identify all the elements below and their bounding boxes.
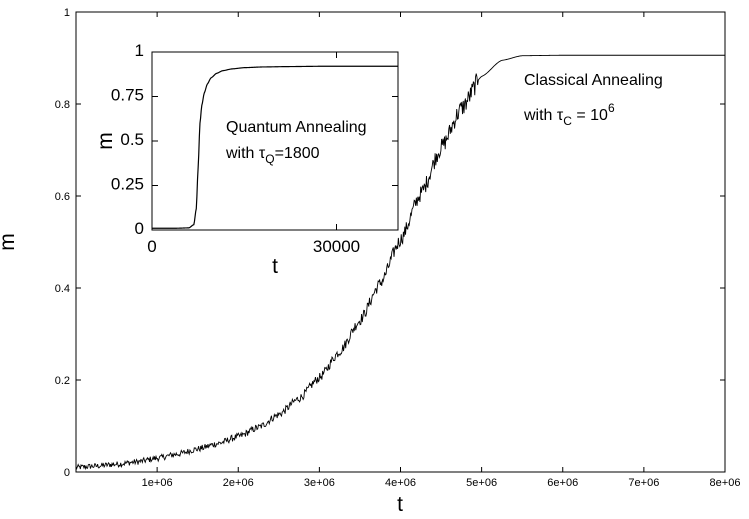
inset-annotation-tau: τ <box>259 145 266 162</box>
inset-y-tick-label: 1 <box>135 41 144 60</box>
inset-y-axis-label: m <box>94 132 117 150</box>
main-y-tick-label: 0.2 <box>55 375 70 387</box>
main-ticks <box>76 11 726 473</box>
main-x-axis-label: t <box>397 493 403 516</box>
inset-series-line <box>152 65 398 229</box>
inset-ticks <box>151 51 398 231</box>
inset-y-tick-label: 0.5 <box>120 130 144 149</box>
main-x-tick-label: 7e+06 <box>628 477 659 489</box>
main-y-tick-label: 0.4 <box>55 283 70 295</box>
inset-annotation-prefix: with <box>225 145 259 162</box>
inset-tick-labels: 0 30000 0 0.25 0.5 0.75 1 <box>111 41 360 256</box>
main-y-tick-label: 0.6 <box>55 191 70 203</box>
inset-plot-frame <box>151 51 399 231</box>
inset-y-tick-label: 0 <box>135 219 144 238</box>
main-annotation-prefix: with <box>523 107 557 124</box>
inset-annotation-middle: =1800 <box>275 145 320 162</box>
main-y-tick-label: 0.8 <box>55 99 70 111</box>
inset-annotation-subscript: Q <box>265 152 274 166</box>
inset-x-tick-label: 0 <box>147 237 156 256</box>
main-x-tick-label: 2e+06 <box>223 477 254 489</box>
inset-annotation-line2: with τQ=1800 <box>225 145 320 166</box>
main-annotation-subscript: C <box>563 114 572 128</box>
main-x-tick-label: 6e+06 <box>547 477 578 489</box>
main-x-tick-label: 1e+06 <box>142 477 173 489</box>
main-x-tick-label: 8e+06 <box>710 477 741 489</box>
main-annotation-tau: τ <box>557 107 564 124</box>
inset-chart: 0 30000 0 0.25 0.5 0.75 1 t m Quantum Annealin… <box>94 41 399 278</box>
main-x-tick-label: 3e+06 <box>304 477 335 489</box>
main-annotation-middle: = 10 <box>572 107 608 124</box>
main-annotation-superscript: 6 <box>608 101 615 115</box>
main-y-axis-label: m <box>0 233 19 251</box>
main-annotation-line1: Classical Annealing <box>524 72 663 89</box>
main-x-tick-label: 5e+06 <box>466 477 497 489</box>
inset-y-tick-label: 0.25 <box>111 175 144 194</box>
inset-x-axis-label: t <box>272 255 278 278</box>
main-series-line <box>75 54 725 471</box>
inset-y-tick-label: 0.75 <box>111 86 144 105</box>
main-y-tick-label: 1 <box>64 7 70 19</box>
inset-x-tick-label: 30000 <box>313 237 360 256</box>
inset-annotation-line1: Quantum Annealing <box>226 119 367 136</box>
main-chart: 1e+06 2e+06 3e+06 4e+06 5e+06 6e+06 7e+06 8e+06… <box>0 7 740 516</box>
main-x-tick-label: 4e+06 <box>385 477 416 489</box>
main-y-tick-label: 0 <box>64 467 70 479</box>
main-annotation-line2: with τC = 106 <box>523 101 615 128</box>
main-tick-labels: 1e+06 2e+06 3e+06 4e+06 5e+06 6e+06 7e+06 8e+06… <box>55 7 741 489</box>
